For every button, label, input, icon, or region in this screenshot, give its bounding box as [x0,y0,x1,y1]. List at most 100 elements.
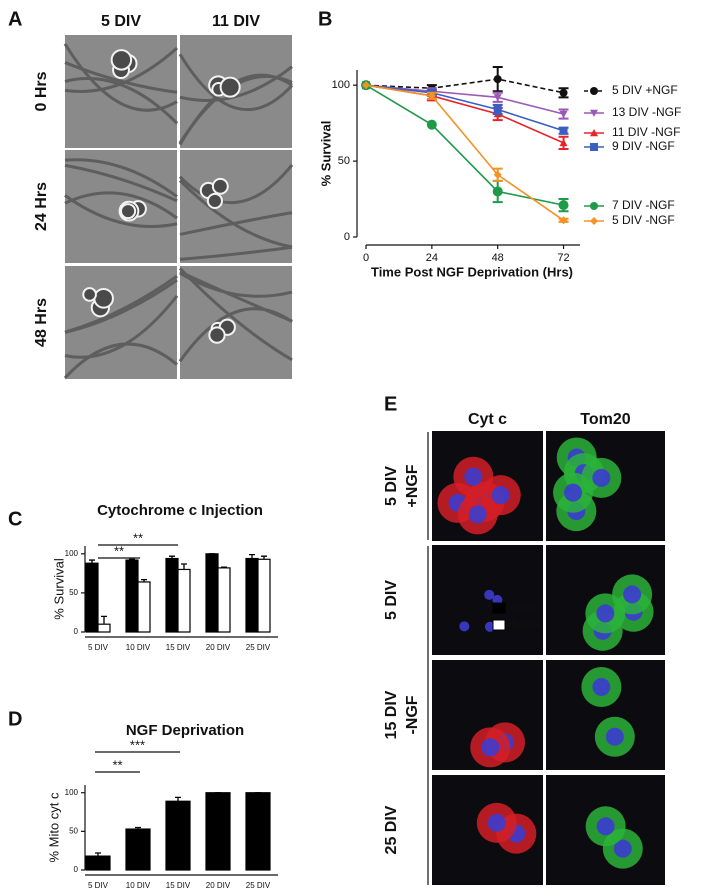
x-tick-label: 5 DIV [88,643,109,652]
neurite [63,342,178,379]
marker [559,138,568,147]
row-label: 25 DIV [383,805,400,854]
row-label: 24 Hrs [33,182,50,231]
neurite [64,191,178,220]
group-label: -NGF [404,695,421,734]
marker [493,170,502,179]
marker [493,105,502,114]
nucleus [592,677,611,696]
significance-label: *** [130,737,145,752]
bar [165,800,191,871]
neurite [64,163,178,203]
y-tick-label: 100 [332,79,350,91]
marker [590,217,598,225]
nucleus [623,585,642,604]
neurite [179,271,293,298]
nucleus [605,727,624,746]
nucleus [459,621,470,632]
x-tick-label: 25 DIV [246,881,271,890]
legend-label: Yeast [511,603,536,614]
cell-body [219,76,241,98]
marker [559,216,568,225]
y-axis-label: % Mito cyt c [46,792,61,863]
legend-label: 11 DIV -NGF [612,125,680,139]
x-tick-label: 24 [426,252,438,264]
y-tick-label: 100 [65,549,79,558]
neurite [178,163,294,205]
significance-label: ** [112,757,122,772]
x-tick-label: 20 DIV [206,881,231,890]
legend-label: Bovine [511,620,542,631]
group-label: +NGF [404,464,421,507]
x-tick-label: 0 [363,252,369,264]
error-bar [101,615,107,625]
neurite [64,158,178,198]
legend-label: 5 DIV +NGF [612,83,678,97]
row-label: 5 DIV [383,580,400,620]
y-tick-label: 100 [65,788,79,797]
chart-title: Cytochrome c Injection [97,502,263,519]
nucleus [613,839,632,858]
legend-swatch [492,602,506,614]
fluorescence-image [432,545,543,655]
y-tick-label: 50 [338,155,350,167]
nucleus [564,483,583,502]
significance-label: ** [114,543,124,558]
cell-body [208,326,226,344]
neurite [64,61,178,94]
cell-body [120,203,137,220]
significance-label: ** [133,530,143,545]
micrograph [180,150,292,263]
y-axis-label: % Survival [51,558,66,620]
neurite [178,179,293,249]
bar [137,581,151,633]
x-tick-label: 20 DIV [206,643,231,652]
nucleus [468,505,487,524]
legend-swatch [492,619,506,631]
marker [493,94,502,102]
cell-body [211,177,229,195]
bar [165,557,179,633]
marker [590,202,598,210]
series-line [365,84,564,221]
bar [177,568,191,633]
cell-body [82,287,97,302]
y-axis-label: % Survival [318,121,333,187]
marker [559,110,568,119]
bar [125,828,151,871]
legend-label: 5 DIV -NGF [612,213,675,227]
row-label: 15 DIV [383,690,400,739]
cell-body [206,192,223,209]
neurite [179,270,293,323]
neurite [178,53,294,112]
legend-label: 9 DIV -NGF [612,139,675,153]
column-label: Tom20 [580,411,630,428]
marker [559,126,568,135]
neurite [64,194,178,228]
error-bar [175,796,181,802]
cell-body [93,287,114,309]
nucleus [492,594,503,605]
error-bar [181,563,187,570]
neurite [179,245,293,261]
nucleus [464,467,483,486]
nucleus [592,468,611,487]
x-tick-label: 10 DIV [126,881,151,890]
panel-letter: C [8,508,22,530]
x-tick-label: 25 DIV [246,643,271,652]
legend-label: 13 DIV -NGF [612,105,681,119]
legend-label: 7 DIV -NGF [612,198,675,212]
marker [558,200,569,211]
nucleus [491,486,510,505]
marker [426,119,437,130]
nucleus [487,813,506,832]
panel-letter: B [318,8,332,30]
nucleus [596,817,615,836]
y-tick-label: 0 [74,627,79,636]
neurite [179,211,293,236]
neurite [63,43,178,112]
chart-title: NGF Deprivation [126,722,244,739]
bar [257,558,271,633]
